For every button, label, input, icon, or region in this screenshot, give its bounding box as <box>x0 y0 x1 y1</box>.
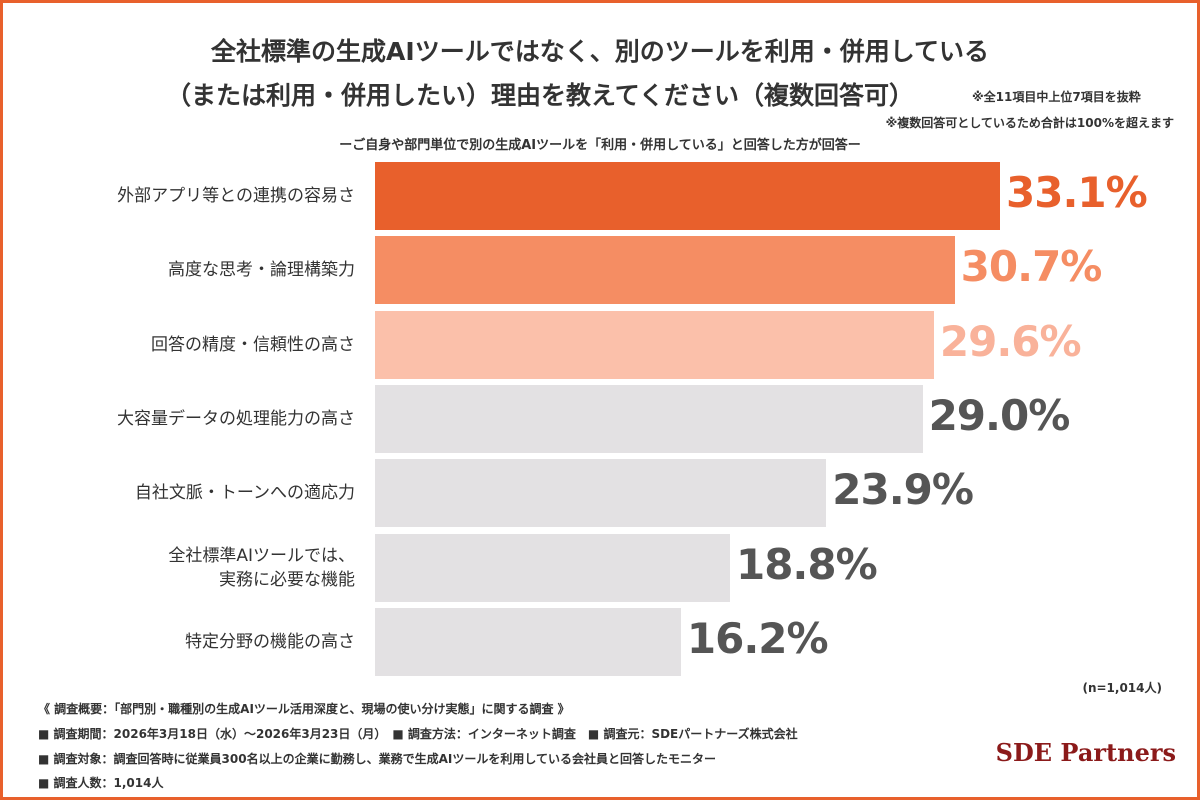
footer-line: ■ 調査人数：1,014人 <box>38 776 164 790</box>
value-label: 33.1% <box>1006 168 1148 217</box>
subtitle: ーご自身や部門単位で別の生成AIツールを「利用・併用している」と回答した方が回答… <box>339 138 861 153</box>
bar <box>375 607 681 676</box>
sample-note: (n=1,014人) <box>1082 681 1162 695</box>
bar <box>375 162 1000 230</box>
bar <box>375 236 955 305</box>
category-label: 全社標準AIツールでは、 実務に必要な機能 <box>168 545 355 590</box>
category-label: 高度な思考・論理構築力 <box>168 260 355 281</box>
value-label: 30.7% <box>960 242 1103 292</box>
category-label: 大容量データの処理能力の高さ <box>117 408 355 429</box>
value-label: 29.0% <box>928 390 1071 440</box>
category-label: 回答の精度・信頼性の高さ <box>151 334 355 355</box>
bar <box>375 384 923 453</box>
category-label: 特定分野の機能の高さ <box>185 631 355 652</box>
bar <box>375 533 730 602</box>
bar <box>375 310 934 379</box>
footer-line: ■ 調査対象：調査回答時に従業員300名以上の企業に勤務し、業務で生成AIツール… <box>38 752 716 766</box>
footer-line: 《 調査概要：「部門別・職種別の生成AIツール活用深度と、現場の使い分け実態」に… <box>38 702 570 716</box>
value-label: 23.9% <box>832 465 974 515</box>
bar <box>375 459 827 528</box>
note: ※全11項目中上位7項目を抜粋 <box>972 90 1141 104</box>
logo: SDE Partners <box>995 738 1176 767</box>
value-label: 29.6% <box>939 316 1082 366</box>
category-label: 外部アプリ等との連携の容易さ <box>117 186 355 206</box>
note: ※複数回答可としているため合計は100%を超えます <box>885 116 1174 130</box>
value-label: 16.2% <box>686 613 829 663</box>
value-label: 18.8% <box>735 539 878 589</box>
title: （または利用・併用したい）理由を教えてください（複数回答可） <box>165 81 914 110</box>
category-label: 自社文脈・トーンへの適応力 <box>134 483 355 504</box>
footer-line: ■ 調査期間：2026年3月18日（水）～2026年3月23日（月） ■ 調査方… <box>38 727 798 741</box>
title: 全社標準の生成AIツールではなく、別のツールを利用・併用している <box>211 37 989 66</box>
